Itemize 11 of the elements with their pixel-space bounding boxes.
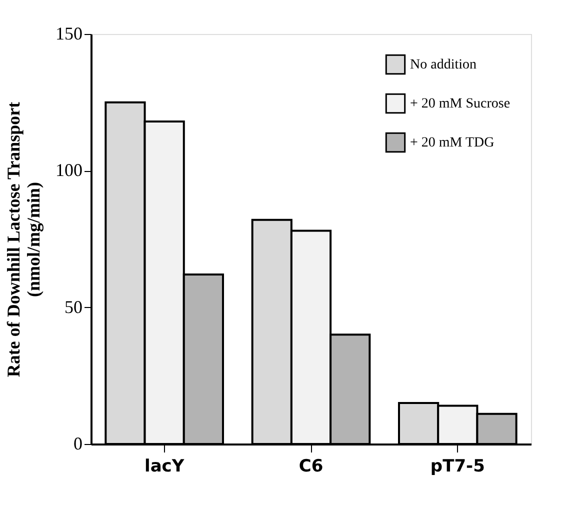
x-tick-label: lacY (144, 456, 185, 476)
y-tick-label: 100 (56, 160, 82, 180)
y-tick-label: 150 (56, 24, 82, 44)
x-tick-label: pT7-5 (430, 456, 485, 476)
legend-label: + 20 mM Sucrose (410, 96, 510, 112)
y-tick-label: 0 (74, 434, 82, 454)
legend-label: + 20 mM TDG (410, 136, 494, 150)
legend-label: No addition (410, 58, 476, 72)
y-tick-label: 50 (64, 296, 82, 317)
y-axis-title: Rate of Downhill Lactose Transport (nmol/mg/min) (4, 102, 44, 378)
x-tick-label: C6 (298, 456, 324, 476)
